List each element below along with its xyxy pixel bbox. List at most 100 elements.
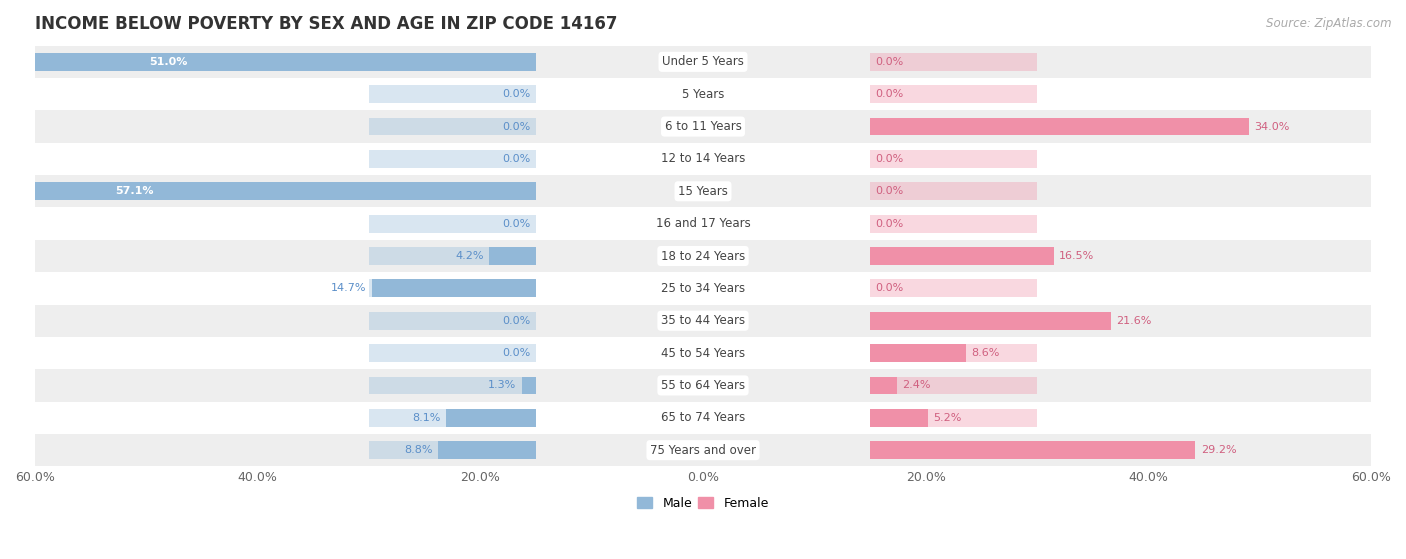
Bar xyxy=(870,86,1038,103)
Text: 16 and 17 Years: 16 and 17 Years xyxy=(655,217,751,230)
Bar xyxy=(489,247,536,265)
Text: 1.3%: 1.3% xyxy=(488,381,516,390)
Text: 8.8%: 8.8% xyxy=(404,445,433,455)
Bar xyxy=(368,409,536,427)
Bar xyxy=(870,117,1249,135)
Text: 0.0%: 0.0% xyxy=(876,219,904,229)
Bar xyxy=(368,117,536,135)
Bar xyxy=(870,247,1053,265)
Bar xyxy=(870,409,928,427)
Legend: Male, Female: Male, Female xyxy=(633,492,773,515)
Bar xyxy=(373,280,536,297)
Text: 0.0%: 0.0% xyxy=(502,219,530,229)
Text: INCOME BELOW POVERTY BY SEX AND AGE IN ZIP CODE 14167: INCOME BELOW POVERTY BY SEX AND AGE IN Z… xyxy=(35,15,617,33)
Bar xyxy=(368,215,536,233)
Bar xyxy=(35,46,1371,78)
Text: 55 to 64 Years: 55 to 64 Years xyxy=(661,379,745,392)
Text: 0.0%: 0.0% xyxy=(876,283,904,293)
Text: 18 to 24 Years: 18 to 24 Years xyxy=(661,249,745,263)
Bar xyxy=(870,182,1038,200)
Text: 34.0%: 34.0% xyxy=(1254,121,1289,131)
Bar xyxy=(870,150,1038,168)
Bar xyxy=(870,215,1038,233)
Bar xyxy=(870,377,897,394)
Bar xyxy=(439,441,536,459)
Bar xyxy=(870,280,1038,297)
Bar xyxy=(870,344,966,362)
Text: 0.0%: 0.0% xyxy=(502,121,530,131)
Text: 0.0%: 0.0% xyxy=(502,154,530,164)
Bar xyxy=(35,272,1371,305)
Bar xyxy=(35,434,1371,466)
Bar xyxy=(0,182,536,200)
Bar xyxy=(870,377,897,394)
Text: 29.2%: 29.2% xyxy=(1201,445,1236,455)
Text: 0.0%: 0.0% xyxy=(876,154,904,164)
Bar xyxy=(522,377,536,394)
Bar xyxy=(35,369,1371,401)
Text: 6 to 11 Years: 6 to 11 Years xyxy=(665,120,741,133)
Text: 21.6%: 21.6% xyxy=(1116,316,1152,326)
Bar xyxy=(870,344,966,362)
Text: 12 to 14 Years: 12 to 14 Years xyxy=(661,153,745,165)
Bar xyxy=(870,409,928,427)
Text: 45 to 54 Years: 45 to 54 Years xyxy=(661,347,745,359)
Bar xyxy=(446,409,536,427)
Text: 0.0%: 0.0% xyxy=(502,89,530,99)
Bar xyxy=(0,182,536,200)
Bar xyxy=(368,312,536,330)
Bar xyxy=(870,117,1249,135)
Bar xyxy=(439,441,536,459)
Bar xyxy=(870,409,1038,427)
Text: 15 Years: 15 Years xyxy=(678,185,728,198)
Text: 75 Years and over: 75 Years and over xyxy=(650,444,756,457)
Bar xyxy=(368,53,536,71)
Text: 8.6%: 8.6% xyxy=(972,348,1000,358)
Text: 0.0%: 0.0% xyxy=(502,348,530,358)
Bar xyxy=(35,110,1371,143)
Bar xyxy=(35,175,1371,207)
Text: 8.1%: 8.1% xyxy=(412,413,440,423)
Text: 0.0%: 0.0% xyxy=(502,316,530,326)
Text: 4.2%: 4.2% xyxy=(456,251,484,261)
Text: 5 Years: 5 Years xyxy=(682,88,724,101)
Bar xyxy=(368,86,536,103)
Bar xyxy=(368,377,536,394)
Bar xyxy=(870,117,1038,135)
Text: Source: ZipAtlas.com: Source: ZipAtlas.com xyxy=(1267,17,1392,30)
Bar xyxy=(35,337,1371,369)
Text: 57.1%: 57.1% xyxy=(115,186,153,196)
Bar xyxy=(870,53,1038,71)
Text: 0.0%: 0.0% xyxy=(876,89,904,99)
Text: Under 5 Years: Under 5 Years xyxy=(662,55,744,68)
Bar xyxy=(368,150,536,168)
Bar xyxy=(368,182,536,200)
Bar xyxy=(368,247,536,265)
Bar xyxy=(373,280,536,297)
Text: 14.7%: 14.7% xyxy=(332,283,367,293)
Bar xyxy=(35,78,1371,110)
Bar xyxy=(0,53,536,71)
Bar xyxy=(368,280,536,297)
Text: 0.0%: 0.0% xyxy=(876,57,904,67)
Bar xyxy=(368,441,536,459)
Bar xyxy=(870,441,1195,459)
Bar xyxy=(870,377,1038,394)
Bar xyxy=(870,441,1038,459)
Bar xyxy=(522,377,536,394)
Bar xyxy=(35,240,1371,272)
Bar xyxy=(870,312,1038,330)
Bar xyxy=(35,305,1371,337)
Text: 65 to 74 Years: 65 to 74 Years xyxy=(661,411,745,424)
Text: 2.4%: 2.4% xyxy=(903,381,931,390)
Bar xyxy=(446,409,536,427)
Bar xyxy=(870,441,1195,459)
Bar xyxy=(870,312,1111,330)
Bar xyxy=(870,247,1053,265)
Bar xyxy=(368,344,536,362)
Text: 16.5%: 16.5% xyxy=(1059,251,1094,261)
Text: 25 to 34 Years: 25 to 34 Years xyxy=(661,282,745,295)
Bar xyxy=(35,207,1371,240)
Bar xyxy=(35,401,1371,434)
Text: 35 to 44 Years: 35 to 44 Years xyxy=(661,314,745,327)
